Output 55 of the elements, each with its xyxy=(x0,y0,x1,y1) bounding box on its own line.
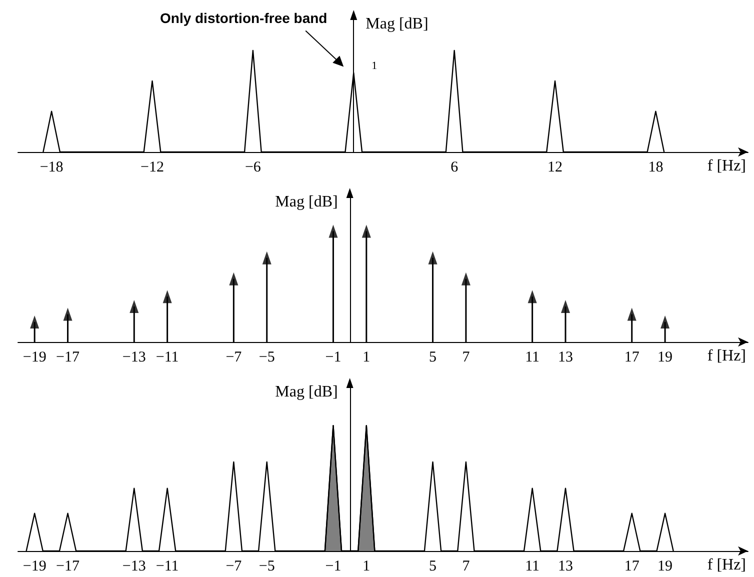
point xyxy=(328,224,338,238)
x-tick-label: −13 xyxy=(122,558,146,574)
point xyxy=(30,316,40,329)
x-tick-label: −18 xyxy=(40,160,64,176)
x-tick-label: 7 xyxy=(462,558,470,574)
x-tick-label: 7 xyxy=(462,350,470,366)
x-tick-label: −17 xyxy=(56,558,80,574)
x-tick-label: 1 xyxy=(362,350,370,366)
x-tick-label: 5 xyxy=(429,350,437,366)
y-axis-title: Mag [dB] xyxy=(366,16,428,32)
point xyxy=(627,308,636,321)
x-tick-label: 17 xyxy=(624,558,640,574)
point xyxy=(660,316,670,329)
text: Only distortion-free band xyxy=(160,10,328,26)
x-tick-label: −5 xyxy=(258,558,275,574)
x-tick-label: 11 xyxy=(525,350,540,366)
point xyxy=(428,251,438,264)
y-axis-title: Mag [dB] xyxy=(275,194,338,210)
x-tick-label: 12 xyxy=(548,160,563,176)
x-tick-label: 13 xyxy=(558,558,573,574)
x-tick-label: 11 xyxy=(525,558,540,574)
point xyxy=(528,290,537,304)
x-axis-title: f [Hz] xyxy=(707,158,746,174)
x-tick-label: 5 xyxy=(429,558,437,574)
x-tick-label: 13 xyxy=(558,350,573,366)
x-tick-label: −1 xyxy=(325,558,342,574)
x-tick-label: 19 xyxy=(658,558,673,574)
x-tick-label: −13 xyxy=(122,350,146,366)
y-axis-title: Mag [dB] xyxy=(275,384,338,400)
annotation: 1 xyxy=(372,60,378,72)
x-tick-label: −1 xyxy=(325,350,342,366)
x-tick-label: 17 xyxy=(624,350,640,366)
x-tick-label: −11 xyxy=(156,558,179,574)
x-tick-label: 6 xyxy=(450,160,459,176)
x-tick-label: −7 xyxy=(226,350,242,366)
x-tick-label: −19 xyxy=(22,558,46,574)
x-tick-label: −11 xyxy=(156,350,179,366)
x-tick-label: −6 xyxy=(244,160,262,176)
point xyxy=(229,272,238,286)
point xyxy=(461,272,470,286)
point xyxy=(63,308,72,321)
point xyxy=(130,300,139,314)
x-axis-title: f [Hz] xyxy=(707,348,746,364)
x-tick-label: −12 xyxy=(140,160,164,176)
point xyxy=(362,224,371,238)
x-axis-title: f [Hz] xyxy=(707,556,746,574)
x-tick-label: −5 xyxy=(258,350,275,366)
x-tick-label: 1 xyxy=(362,558,370,574)
x-tick-label: −19 xyxy=(22,350,46,366)
x-tick-label: 18 xyxy=(648,160,664,176)
x-tick-label: −17 xyxy=(56,350,80,366)
point xyxy=(262,251,272,264)
x-tick-label: 19 xyxy=(658,350,673,366)
point xyxy=(162,290,172,304)
x-tick-label: −7 xyxy=(226,558,242,574)
